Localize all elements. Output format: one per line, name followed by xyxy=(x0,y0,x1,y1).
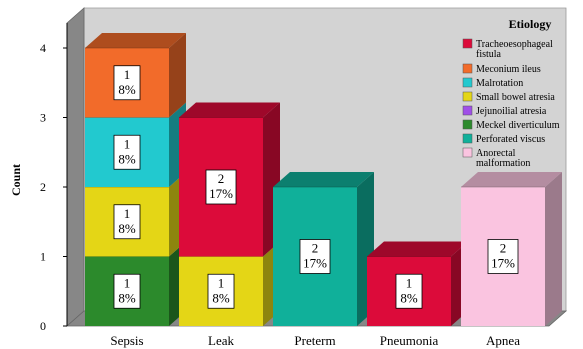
legend-item: Small bowel atresia xyxy=(462,91,555,103)
bar-top xyxy=(461,172,562,187)
legend-title: Etiology xyxy=(509,17,552,31)
data-label: 1 xyxy=(218,275,225,290)
bar-side xyxy=(545,172,562,326)
bar-segment: 18% xyxy=(85,102,186,187)
legend-swatch xyxy=(462,133,473,144)
x-tick-label: Apnea xyxy=(486,333,520,348)
legend-label: Jejunoilial atresia xyxy=(476,106,547,117)
legend-swatch xyxy=(462,77,473,88)
legend-label: Malrotation xyxy=(476,78,523,89)
y-tick-label: 1 xyxy=(40,250,46,264)
legend-label: Anorectal xyxy=(476,148,516,159)
data-label: 8% xyxy=(118,221,136,236)
legend-label: Meckel diverticulum xyxy=(476,120,560,131)
legend-label: Small bowel atresia xyxy=(476,92,555,103)
legend-swatch xyxy=(462,119,473,130)
data-label: 2 xyxy=(500,241,507,256)
data-label-box xyxy=(299,239,331,274)
data-label-box xyxy=(113,273,141,309)
x-tick-label: Sepsis xyxy=(110,333,143,348)
legend-item: Meconium ileus xyxy=(462,63,541,75)
legend-label: Meconium ileus xyxy=(476,64,541,75)
data-label-box xyxy=(487,239,519,274)
data-label: 17% xyxy=(491,256,515,271)
legend-swatch xyxy=(462,38,473,49)
x-tick-label: Preterm xyxy=(294,333,335,348)
data-label-box xyxy=(207,273,235,309)
data-label-box xyxy=(205,169,237,205)
data-label: 1 xyxy=(124,206,131,221)
bar-side xyxy=(169,33,186,118)
legend-swatch xyxy=(462,63,473,74)
data-label: 8% xyxy=(118,151,136,166)
bar-segment: 217% xyxy=(179,102,280,257)
legend-item: Malrotation xyxy=(462,77,523,89)
data-label: 8% xyxy=(400,290,418,305)
legend-item: Meckel diverticulum xyxy=(462,119,560,131)
y-axis-label: Count xyxy=(9,164,23,196)
bar-top xyxy=(85,33,186,48)
data-label: 17% xyxy=(303,256,327,271)
legend-label: fistula xyxy=(476,49,502,60)
data-label: 1 xyxy=(124,136,131,151)
legend-item: Perforated viscus xyxy=(462,133,545,145)
legend-label: malformation xyxy=(476,158,530,169)
legend-label: Perforated viscus xyxy=(476,134,545,145)
bar-top xyxy=(179,102,280,118)
legend-item: Jejunoilial atresia xyxy=(462,105,547,117)
y-tick-label: 2 xyxy=(40,180,46,194)
bar-segment: 18% xyxy=(85,33,186,118)
y-tick-label: 0 xyxy=(40,319,46,333)
data-label-box xyxy=(113,65,141,101)
data-label-box xyxy=(113,204,141,240)
data-label: 1 xyxy=(124,275,131,290)
data-label: 2 xyxy=(218,171,225,186)
data-label: 8% xyxy=(118,82,136,97)
bar-segment: 217% xyxy=(461,172,562,326)
data-label: 8% xyxy=(118,290,136,305)
x-tick-label: Leak xyxy=(208,333,234,348)
bar-top xyxy=(273,172,374,187)
data-label-box xyxy=(113,134,141,170)
y-tick-label: 3 xyxy=(40,111,46,125)
data-label: 17% xyxy=(209,186,233,201)
data-label: 2 xyxy=(312,241,319,256)
data-label: 1 xyxy=(406,275,413,290)
legend-swatch xyxy=(462,91,473,102)
legend-swatch xyxy=(462,105,473,116)
bar-top xyxy=(367,241,468,257)
data-label-box xyxy=(395,273,423,309)
data-label: 1 xyxy=(124,67,131,82)
bar-segment: 217% xyxy=(273,172,374,326)
legend-swatch xyxy=(462,147,473,158)
bar-segment: 18% xyxy=(367,241,468,326)
data-label: 8% xyxy=(212,290,230,305)
y-tick-label: 4 xyxy=(40,41,46,55)
x-tick-label: Pneumonia xyxy=(380,333,439,348)
legend-label: Tracheoesophageal xyxy=(476,39,553,50)
left-wall xyxy=(66,7,85,327)
